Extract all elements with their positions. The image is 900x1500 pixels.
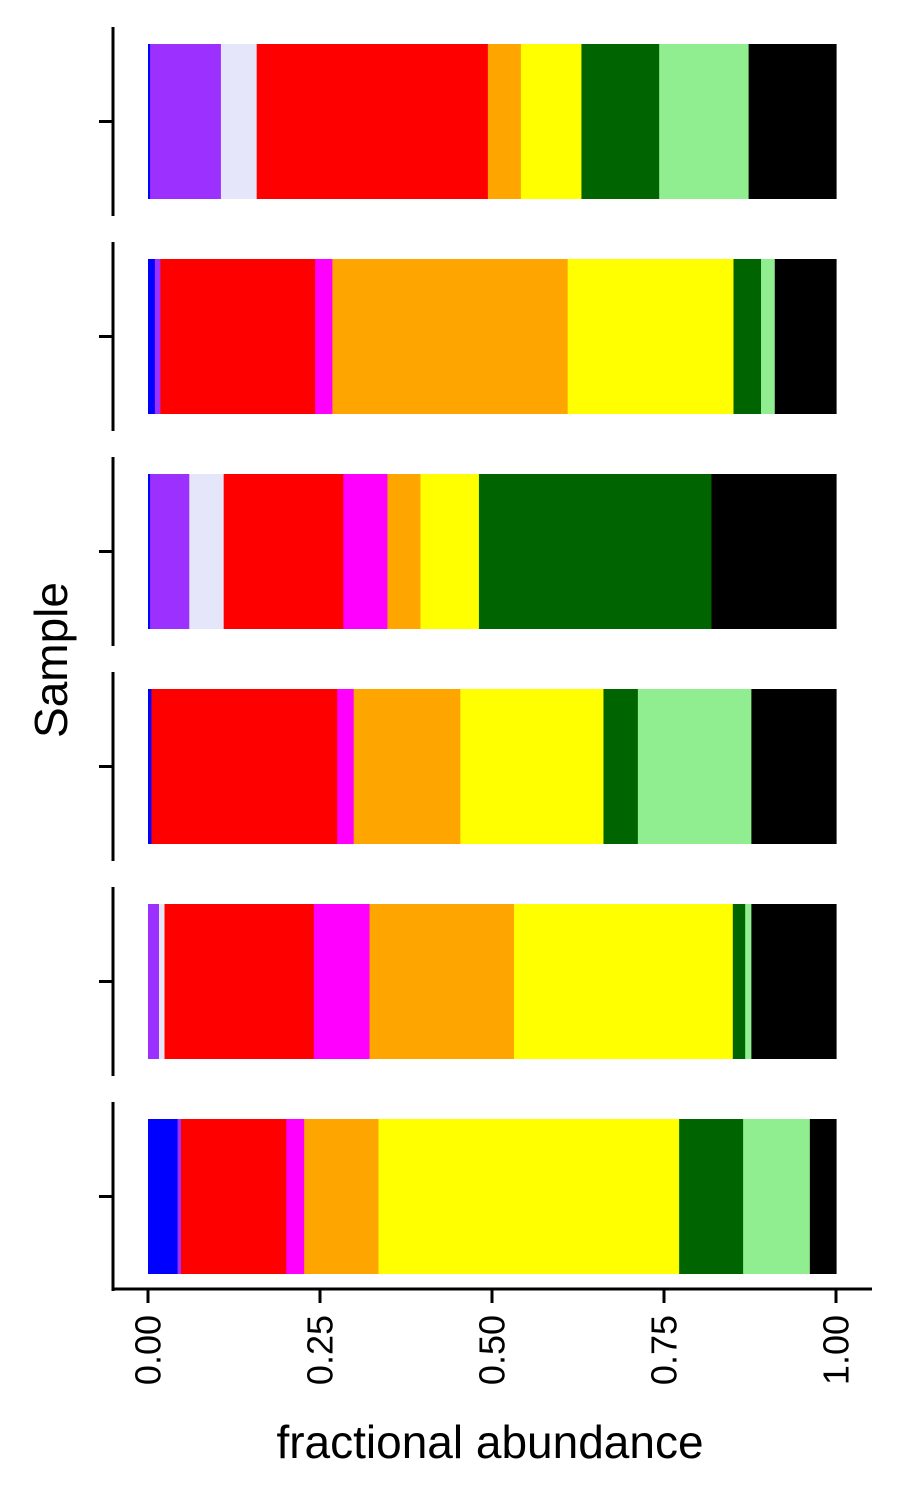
x-tick-label-3: 0.50 <box>472 1315 513 1385</box>
bar-segment-2-2 <box>154 259 161 414</box>
bar-segment-2-3 <box>160 259 316 414</box>
bar-segment-4-3 <box>337 689 355 844</box>
bar-segment-2-7 <box>733 259 762 414</box>
bar-segment-3-7 <box>420 474 480 629</box>
bar-row-6 <box>148 1119 837 1274</box>
bar-row-3 <box>148 474 837 629</box>
bar-row-4 <box>148 689 837 844</box>
bar-segment-4-2 <box>151 689 338 844</box>
x-tick-label-1: 0.00 <box>128 1315 169 1385</box>
bar-segment-2-6 <box>567 259 735 414</box>
bar-segment-4-8 <box>751 689 837 844</box>
bar-segment-3-2 <box>150 474 190 629</box>
bar-segment-6-4 <box>286 1119 305 1274</box>
bar-segment-5-8 <box>745 904 752 1059</box>
axes-layer <box>99 27 872 1303</box>
bar-segment-5-1 <box>148 904 160 1059</box>
labels-layer: fractional abundance Sample 0.00 0.25 0.50… <box>25 582 857 1468</box>
y-axis-title: Sample <box>25 582 77 738</box>
bar-segment-5-9 <box>751 904 837 1059</box>
x-tick-label-5: 1.00 <box>816 1315 857 1385</box>
x-tick-label-4: 0.75 <box>644 1315 685 1385</box>
bar-segment-2-8 <box>761 259 776 414</box>
bar-segment-4-1 <box>148 689 153 844</box>
bar-segment-4-4 <box>353 689 461 844</box>
bar-segment-1-1 <box>148 44 151 199</box>
bar-segment-5-7 <box>732 904 746 1059</box>
x-axis-title: fractional abundance <box>276 1416 703 1468</box>
bar-segment-1-7 <box>581 44 660 199</box>
bar-segment-3-4 <box>223 474 344 629</box>
bar-segment-6-9 <box>809 1119 837 1274</box>
bar-segment-3-8 <box>478 474 713 629</box>
bar-segment-6-2 <box>177 1119 182 1274</box>
bar-segment-3-3 <box>189 474 225 629</box>
bar-segment-1-9 <box>748 44 837 199</box>
bar-segment-2-9 <box>774 259 837 414</box>
x-tick-label-2: 0.25 <box>300 1315 341 1385</box>
bar-segment-3-5 <box>343 474 389 629</box>
bar-segment-1-3 <box>220 44 258 199</box>
bar-segment-6-1 <box>148 1119 179 1274</box>
bar-segment-5-5 <box>369 904 515 1059</box>
bar-row-1 <box>148 44 837 199</box>
bar-segment-6-8 <box>743 1119 811 1274</box>
bar-segment-1-2 <box>150 44 222 199</box>
bar-segment-4-5 <box>460 689 605 844</box>
bar-segment-4-6 <box>603 689 639 844</box>
bars-layer <box>148 44 837 1274</box>
bar-segment-6-6 <box>378 1119 680 1274</box>
bar-segment-3-1 <box>148 474 151 629</box>
bar-row-5 <box>148 904 837 1059</box>
bar-row-2 <box>148 259 837 414</box>
bar-segment-5-2 <box>159 904 166 1059</box>
bar-segment-5-6 <box>514 904 734 1059</box>
bar-segment-1-8 <box>659 44 750 199</box>
bar-segment-3-6 <box>387 474 422 629</box>
bar-segment-2-4 <box>315 259 333 414</box>
bar-segment-6-7 <box>679 1119 744 1274</box>
bar-segment-5-4 <box>313 904 371 1059</box>
bar-segment-2-5 <box>332 259 569 414</box>
bar-segment-1-6 <box>520 44 583 199</box>
bar-segment-6-3 <box>181 1119 287 1274</box>
bar-segment-1-4 <box>256 44 489 199</box>
bar-segment-1-5 <box>487 44 522 199</box>
bar-segment-5-3 <box>164 904 315 1059</box>
bar-segment-2-1 <box>148 259 156 414</box>
bar-segment-3-9 <box>711 474 837 629</box>
bar-segment-4-7 <box>637 689 752 844</box>
bar-segment-6-5 <box>304 1119 380 1274</box>
